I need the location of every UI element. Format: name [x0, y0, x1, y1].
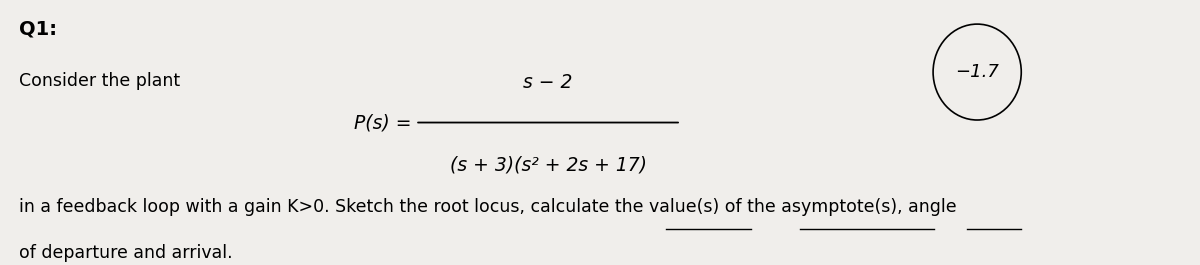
Text: in a feedback loop with a gain K>0. Sketch the root locus, calculate the value(s: in a feedback loop with a gain K>0. Sket… [19, 198, 956, 216]
Text: −1.7: −1.7 [955, 63, 1000, 81]
Text: Consider the plant: Consider the plant [19, 72, 180, 90]
Text: of departure and arrival.: of departure and arrival. [19, 244, 233, 262]
Text: s − 2: s − 2 [523, 73, 572, 92]
Text: (s + 3)(s² + 2s + 17): (s + 3)(s² + 2s + 17) [450, 156, 647, 175]
Text: P(s) =: P(s) = [354, 113, 412, 132]
Text: Q1:: Q1: [19, 19, 58, 38]
